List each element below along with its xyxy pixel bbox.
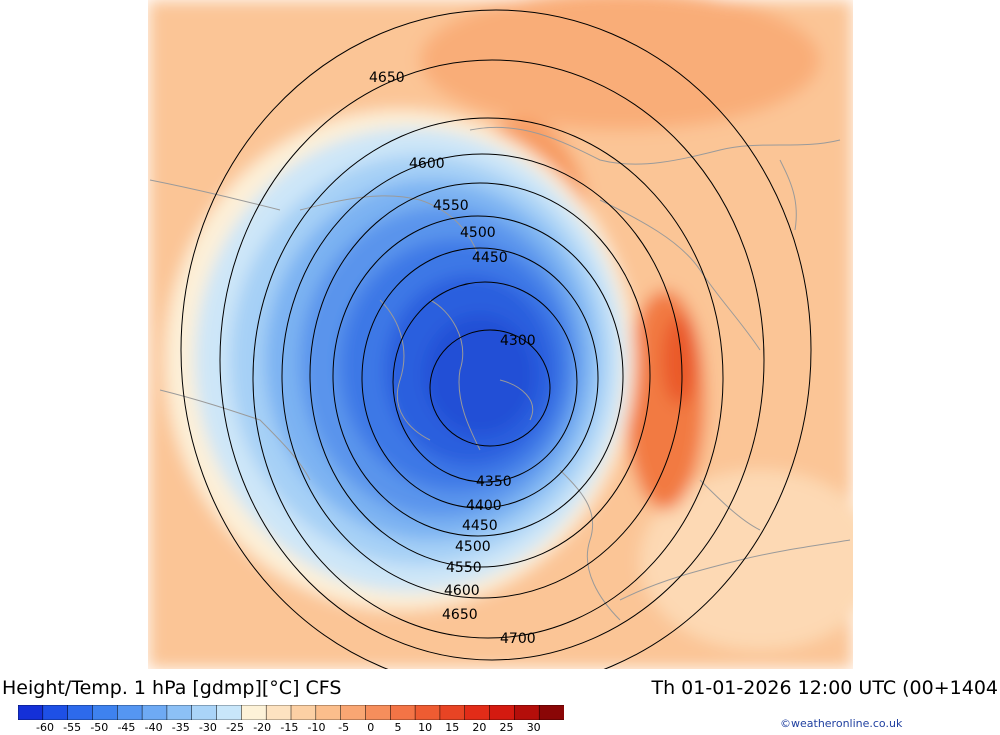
colorbar-tick-label: -40 — [144, 721, 163, 734]
colorbar-tick-label: -20 — [253, 721, 272, 734]
contour-label: 4600 — [409, 156, 445, 172]
credit-text: ©weatheronline.co.uk — [780, 717, 903, 730]
contour-labels: 4650 4600 4550 4500 4450 4300 4350 4400 … — [369, 70, 536, 647]
colorbar-tick-label: -30 — [198, 721, 217, 734]
contour-label: 4700 — [500, 631, 536, 647]
contour-label: 4450 — [472, 250, 508, 266]
colorbar-tick-label: -45 — [117, 721, 136, 734]
height-contours — [180, 9, 812, 669]
colorbar-tick-label: -35 — [171, 721, 190, 734]
colorbar-swatch — [340, 705, 367, 720]
colorbar-swatch — [18, 705, 44, 720]
contour-label: 4650 — [442, 607, 478, 623]
colorbar-swatch — [489, 705, 516, 720]
colorbar-swatch — [67, 705, 94, 720]
contour-label: 4300 — [500, 333, 536, 349]
colorbar-tick-label: -50 — [90, 721, 109, 734]
colorbar-swatch — [166, 705, 193, 720]
weather-map: 4650 4600 4550 4500 4450 4300 4350 4400 … — [148, 0, 853, 669]
colorbar-swatch — [538, 705, 564, 720]
colorbar-tick-labels: -60 -55 -50 -45 -40 -35 -30 -25 -20 -15 -10 -5 0 5 10 1… — [0, 721, 600, 735]
colorbar-tick-label: 20 — [472, 721, 487, 734]
colorbar-tick-label: 10 — [418, 721, 433, 734]
colorbar-swatch — [414, 705, 441, 720]
contour-label: 4650 — [369, 70, 405, 86]
colorbar-tick-label: -25 — [226, 721, 245, 734]
colorbar-swatch — [141, 705, 168, 720]
colorbar-swatch — [92, 705, 119, 720]
contour-label: 4500 — [460, 225, 496, 241]
colorbar-tick-label: -10 — [307, 721, 326, 734]
valid-time: Th 01-01-2026 12:00 UTC (00+1404 — [651, 677, 998, 699]
colorbar-tick-label: 30 — [526, 721, 541, 734]
colorbar-tick-label: -55 — [63, 721, 82, 734]
colorbar-swatch — [315, 705, 342, 720]
colorbar-tick-label: 5 — [394, 721, 402, 734]
colorbar-tick-label: 25 — [499, 721, 514, 734]
colorbar-tick-label: -60 — [36, 721, 54, 734]
colorbar-tick-label: -5 — [338, 721, 350, 734]
colorbar-tick-label: 15 — [445, 721, 460, 734]
colorbar-swatch — [464, 705, 491, 720]
contour-label: 4550 — [433, 198, 469, 214]
contour-label: 4600 — [444, 583, 480, 599]
colorbar-swatch — [365, 705, 392, 720]
contour-label: 4350 — [476, 474, 512, 490]
chart-title: Height/Temp. 1 hPa [gdmp][°C] CFS — [2, 677, 342, 699]
colorbar-swatch — [439, 705, 466, 720]
contour-label: 4450 — [462, 518, 498, 534]
colorbar-swatch — [117, 705, 143, 720]
colorbar-tick-label: 0 — [367, 721, 375, 734]
contour-label: 4400 — [466, 498, 502, 514]
colorbar-swatch — [216, 705, 243, 720]
colorbar — [18, 705, 564, 720]
colorbar-swatch — [290, 705, 317, 720]
colorbar-tick-label: -15 — [280, 721, 299, 734]
contour-label: 4550 — [446, 560, 482, 576]
temperature-shading — [148, 0, 853, 669]
colorbar-swatch — [241, 705, 267, 720]
colorbar-swatch — [390, 705, 416, 720]
colorbar-swatch — [191, 705, 218, 720]
colorbar-swatch — [265, 705, 292, 720]
contour-label: 4500 — [455, 539, 491, 555]
colorbar-swatch — [42, 705, 69, 720]
colorbar-swatch — [514, 705, 540, 720]
